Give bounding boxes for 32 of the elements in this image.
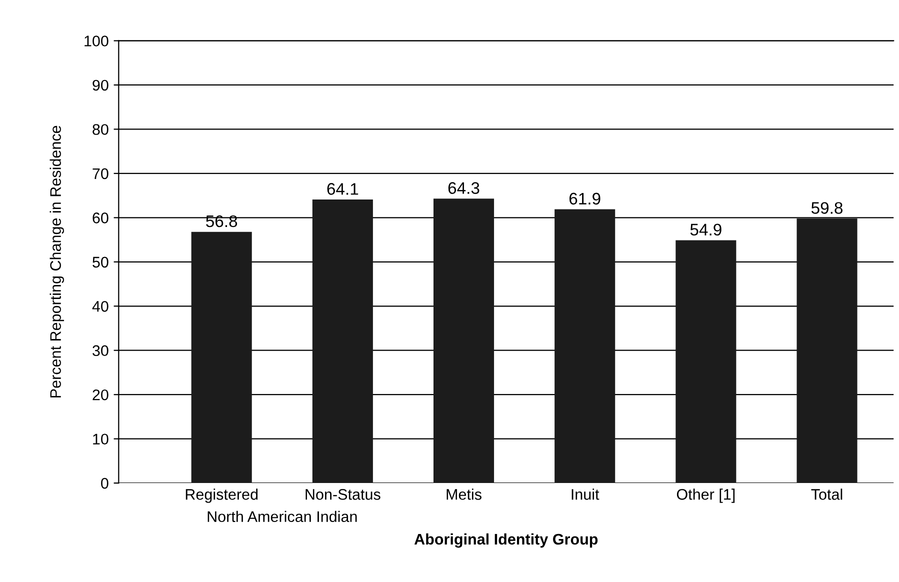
y-tick-label: 50 — [92, 256, 108, 268]
bar — [191, 232, 252, 484]
x-tick-label: Other [1] — [676, 488, 735, 503]
data-label: 64.3 — [448, 182, 480, 194]
bar — [312, 200, 373, 484]
bar — [676, 240, 736, 484]
x-tick-label: Inuit — [572, 488, 600, 500]
y-tick-label: 0 — [101, 478, 108, 489]
y-tick-label: 30 — [92, 345, 108, 356]
y-axis-title: Percent Reporting Change in Residence — [50, 126, 64, 398]
x-axis-title: Aboriginal Identity Group — [414, 533, 598, 548]
x-tick-label: Registered — [186, 488, 258, 503]
y-tick-label: 100 — [84, 36, 108, 46]
x-tick-label: Metis — [446, 488, 482, 500]
data-label: 64.1 — [327, 183, 358, 195]
y-tick-label: 90 — [92, 80, 108, 91]
y-tick-label: 40 — [92, 301, 108, 312]
y-tick-label: 80 — [92, 124, 108, 135]
bar — [796, 218, 858, 484]
x-tick-label: Total — [811, 488, 842, 500]
y-tick-label: 60 — [92, 212, 108, 224]
y-tick-label: 20 — [92, 389, 108, 400]
text: North American Indian — [208, 510, 357, 522]
bar — [433, 198, 494, 484]
data-label: 56.8 — [206, 215, 238, 228]
data-label: 59.8 — [811, 202, 843, 214]
x-tick-label: Non-Status — [306, 489, 380, 500]
data-label: 54.9 — [690, 224, 722, 236]
data-label: 61.9 — [569, 192, 600, 205]
bar — [554, 209, 616, 484]
y-tick-label: 10 — [93, 434, 108, 445]
y-tick-label: 70 — [92, 168, 108, 180]
